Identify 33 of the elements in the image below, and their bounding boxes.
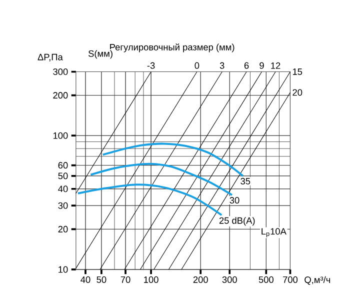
y-tick-label: 20 [58, 226, 68, 233]
y-tick-label: 60 [58, 162, 68, 169]
x-tick-label: 100 [144, 276, 158, 284]
series-label: 15 [292, 68, 302, 76]
y-tick-label: 40 [58, 186, 68, 192]
y-tick-label: 300 [53, 68, 68, 76]
x-tick-label: 300 [222, 276, 237, 284]
y-axis-title: ΔP,Па [38, 54, 63, 62]
series-label: 3 [220, 62, 224, 70]
series-label: 6 [244, 62, 249, 70]
y-tick-label: 100 [53, 132, 68, 140]
x-tick-label: 50 [96, 276, 106, 284]
x-tick-label: 40 [80, 276, 90, 284]
series-label: 25 dB(A) [219, 217, 255, 226]
y-tick-label: 200 [53, 92, 68, 99]
y-tick-label: 50 [58, 172, 68, 180]
x-axis-title: Q,м³/ч [304, 276, 330, 285]
text: Регулировочный размер (мм) [110, 44, 234, 52]
series-label: 12 [271, 62, 280, 70]
text: S(мм) [88, 50, 112, 59]
y-tick-label: 10 [58, 266, 68, 273]
x-tick-label: 700 [283, 276, 298, 284]
series-label: 20 [292, 89, 302, 96]
series-label: 35 [240, 178, 250, 185]
y-tick-label: 30 [58, 202, 68, 210]
series-label: -3 [147, 62, 155, 70]
series-label: 9 [260, 62, 264, 70]
annotation: L$_{p}$10A [262, 228, 286, 238]
x-tick-label: 70 [120, 276, 130, 284]
series-label: 0 [194, 62, 200, 70]
x-tick-label: 500 [258, 276, 274, 284]
series-label: 30 [230, 197, 240, 204]
x-tick-label: 200 [193, 276, 208, 284]
